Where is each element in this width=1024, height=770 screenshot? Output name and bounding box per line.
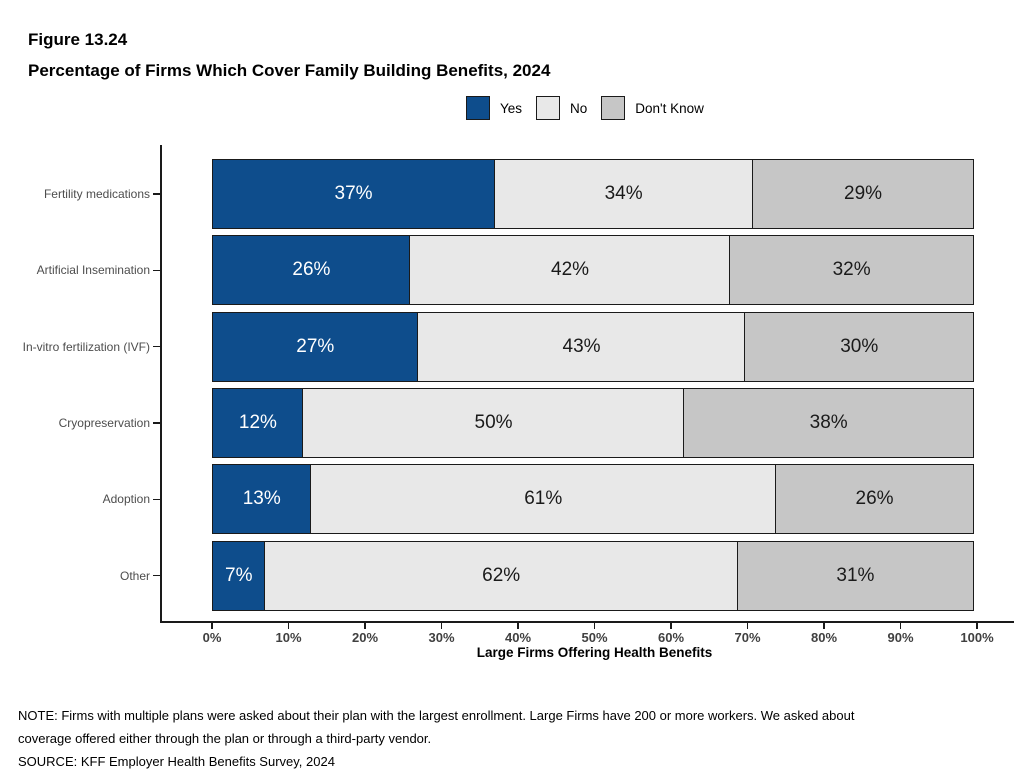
legend-swatch-icon	[601, 96, 626, 120]
figure-title: Percentage of Firms Which Cover Family B…	[28, 61, 551, 80]
x-axis-tick-label: 50%	[581, 630, 608, 645]
bar-segment-no: 61%	[309, 464, 777, 535]
x-axis-tick-label: 40%	[504, 630, 532, 645]
bar-row: 7% 62% 31%	[212, 540, 977, 611]
bar-segment-yes: 27%	[212, 311, 419, 382]
x-axis-tick-label: 80%	[810, 630, 838, 645]
y-axis-tick	[153, 345, 160, 348]
note-line-2: coverage offered either through the plan…	[18, 731, 432, 746]
x-axis-line	[160, 621, 1014, 623]
y-axis-tick	[153, 574, 160, 577]
bar-segment-don-t-know: 26%	[775, 464, 974, 535]
y-axis-label: Other	[119, 568, 150, 583]
chart-legend: Yes No Don't Know	[466, 96, 718, 120]
x-axis-tick-label: 70%	[734, 630, 761, 645]
x-axis-tick-label: 60%	[657, 630, 685, 645]
y-axis-label: Fertility medications	[43, 187, 150, 201]
x-axis-tick-label: 10%	[275, 630, 302, 645]
legend-item-don-t-know: Don't Know	[601, 96, 704, 120]
legend-label: No	[570, 100, 588, 116]
y-axis-label: Artificial Insemination	[36, 263, 150, 278]
x-axis-tick-label: 0%	[202, 630, 222, 645]
y-axis-label: Cryopreservation	[58, 416, 150, 430]
figure-number: Figure 13.24	[28, 30, 128, 49]
y-axis-line	[160, 145, 162, 622]
bar-segment-yes: 26%	[212, 235, 411, 306]
bar-row: 27% 43% 30%	[212, 311, 977, 382]
y-axis-tick	[153, 193, 160, 195]
legend-item-yes: Yes	[466, 96, 522, 120]
y-axis-label: In-vitro fertilization (IVF)	[22, 339, 150, 354]
x-axis-tick-label: 20%	[351, 630, 379, 645]
legend-label: Yes	[500, 100, 523, 116]
x-axis-tick	[364, 622, 366, 629]
y-axis-tick	[153, 498, 160, 501]
bar-segment-yes: 12%	[212, 388, 304, 458]
bar-segment-don-t-know: 29%	[752, 159, 974, 229]
legend-swatch-icon	[466, 96, 490, 120]
bar-row: 26% 42% 32%	[212, 235, 977, 306]
bar-row: 13% 61% 26%	[212, 464, 977, 535]
bar-row: 12% 50% 38%	[212, 388, 977, 458]
x-axis-tick	[287, 622, 290, 629]
x-axis-tick-label: 100%	[960, 630, 994, 645]
legend-item-no: No	[536, 96, 587, 120]
bar-segment-don-t-know: 38%	[683, 388, 974, 458]
x-axis-tick	[746, 622, 749, 629]
bar-segment-don-t-know: 30%	[744, 311, 974, 382]
y-axis-label: Adoption	[102, 492, 150, 507]
x-axis-tick	[517, 622, 519, 629]
bar-segment-yes: 37%	[212, 159, 496, 229]
bar-segment-don-t-know: 31%	[736, 540, 974, 611]
bar-segment-no: 50%	[302, 388, 685, 458]
bar-segment-yes: 13%	[212, 464, 312, 535]
x-axis-tick	[670, 622, 672, 629]
bar-segment-don-t-know: 32%	[729, 235, 974, 306]
x-axis-tick	[823, 622, 825, 629]
legend-swatch-icon	[536, 96, 561, 120]
y-axis-tick	[153, 422, 160, 424]
y-axis-tick	[153, 269, 160, 272]
x-axis-tick-label: 90%	[887, 630, 914, 645]
source-line: SOURCE: KFF Employer Health Benefits Sur…	[18, 754, 335, 769]
bar-segment-no: 34%	[493, 159, 754, 229]
bar-segment-no: 42%	[409, 235, 731, 306]
bar-segment-no: 62%	[264, 540, 739, 611]
legend-label: Don't Know	[635, 100, 704, 116]
x-axis-tick	[440, 622, 443, 629]
bar-row: 37% 34% 29%	[212, 159, 977, 229]
bar-segment-yes: 7%	[212, 540, 266, 611]
x-axis-tick	[211, 622, 213, 629]
x-axis-tick	[593, 622, 596, 629]
x-axis-title: Large Firms Offering Health Benefits	[476, 645, 713, 660]
x-axis-tick	[976, 622, 978, 629]
bar-segment-no: 43%	[417, 311, 746, 382]
note-line-1: NOTE: Firms with multiple plans were ask…	[18, 708, 855, 723]
x-axis-tick-label: 30%	[428, 630, 455, 645]
notes-block: NOTE: Firms with multiple plans were ask…	[18, 704, 854, 770]
x-axis-tick	[899, 622, 902, 629]
